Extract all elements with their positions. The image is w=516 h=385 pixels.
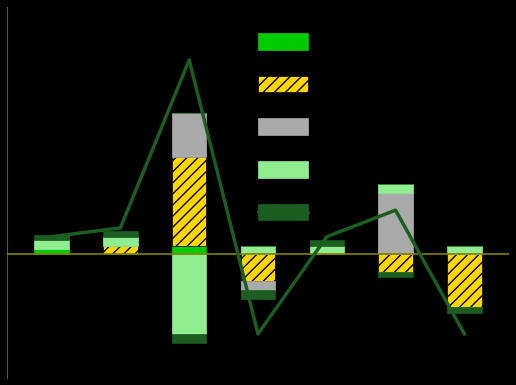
Bar [172, 254, 206, 334]
Bar [172, 113, 206, 157]
Bar [447, 307, 481, 313]
Bar [172, 157, 206, 246]
Bar [103, 246, 138, 254]
Bar [172, 246, 206, 254]
Bar [241, 246, 275, 254]
Bar [35, 235, 69, 240]
Bar [378, 254, 413, 272]
Bar [172, 334, 206, 343]
Bar [258, 118, 308, 135]
Bar [378, 272, 413, 277]
Bar [103, 231, 138, 237]
Bar [258, 204, 308, 220]
Bar [241, 281, 275, 290]
Bar [258, 33, 308, 50]
Bar [378, 184, 413, 192]
Bar [103, 237, 138, 246]
Bar [258, 75, 308, 92]
Bar [447, 246, 481, 254]
Bar [310, 246, 344, 254]
Bar [241, 290, 275, 298]
Bar [378, 192, 413, 254]
Bar [258, 161, 308, 177]
Bar [241, 254, 275, 281]
Bar [35, 249, 69, 254]
Bar [447, 254, 481, 307]
Bar [310, 240, 344, 246]
Bar [35, 240, 69, 249]
